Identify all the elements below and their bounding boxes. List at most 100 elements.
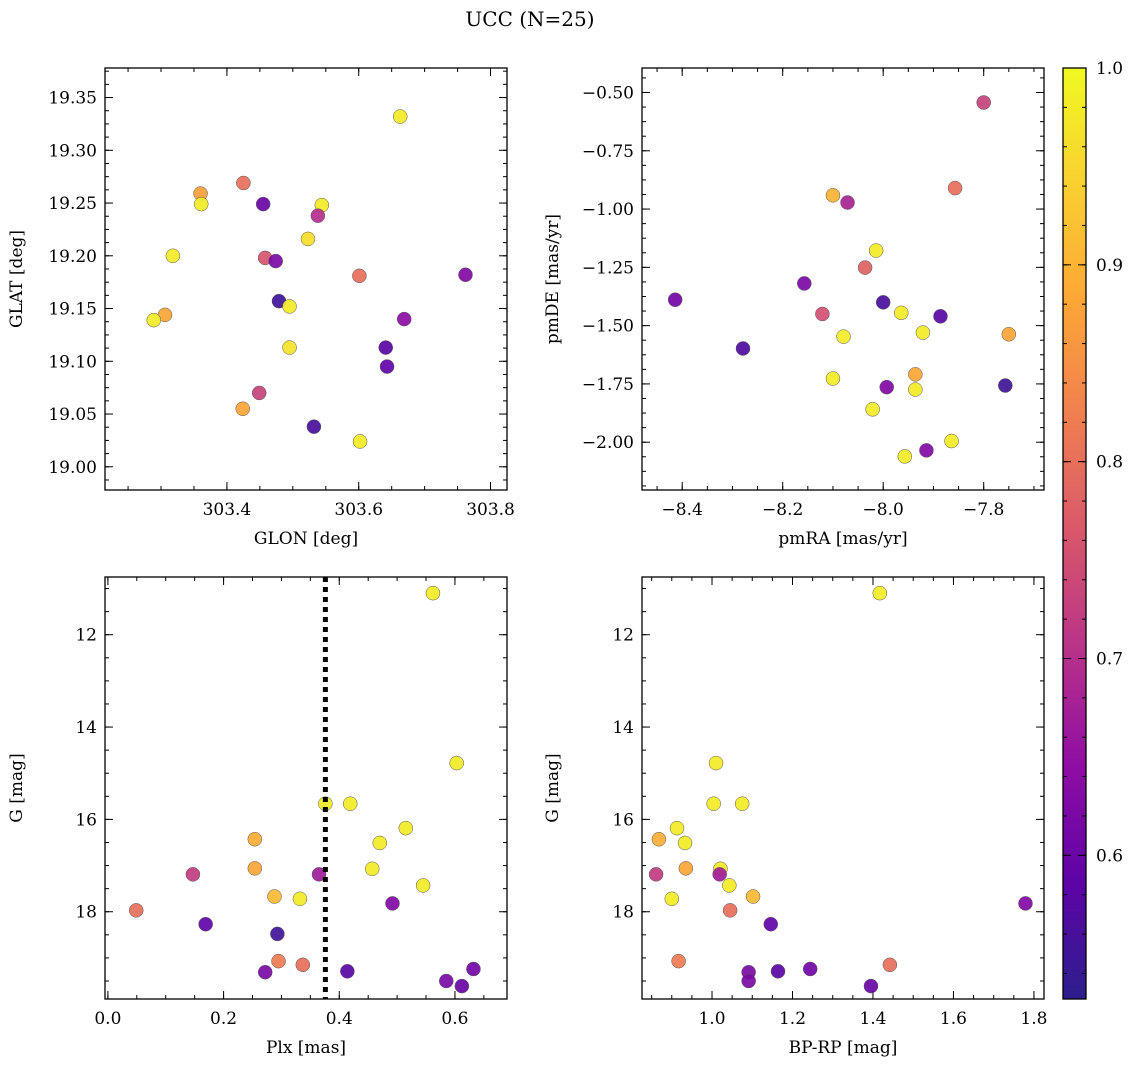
panel-plx-g: 0.0 0.2 0.4 0.6 12 14 16 18 Plx [mas] G [mag] xyxy=(7,576,508,1058)
scatter-point xyxy=(193,196,209,212)
scatter-point xyxy=(372,835,387,851)
scatter-point xyxy=(165,248,181,264)
scatter-point xyxy=(306,419,322,434)
y-tick-label: −0.50 xyxy=(582,83,634,103)
scatter-point xyxy=(976,95,991,110)
scatter-point xyxy=(998,378,1013,393)
scatter-point xyxy=(1001,327,1017,342)
scatter-point xyxy=(300,231,316,247)
scatter-point xyxy=(247,861,263,876)
scatter-point xyxy=(651,831,667,847)
scatter-point xyxy=(310,208,326,223)
scatter-point xyxy=(268,253,283,269)
scatter-point xyxy=(270,926,285,942)
scatter-point xyxy=(745,889,761,904)
scatter-point xyxy=(378,340,393,355)
scatter-point xyxy=(875,295,891,310)
y-tick-label: 19.25 xyxy=(48,194,97,214)
colorbar-tick-label: 0.9 xyxy=(1096,256,1123,276)
x-tick-label: 1.8 xyxy=(1020,1009,1047,1029)
y-tick-label: 12 xyxy=(612,626,634,646)
scatter-point xyxy=(865,402,880,417)
y-tick-label: 18 xyxy=(75,903,97,923)
y-tick-label: 19.35 xyxy=(48,89,97,109)
scatter-point xyxy=(235,401,250,417)
scatter-point xyxy=(458,267,473,283)
scatter-point xyxy=(396,311,412,327)
colorbar-gradient xyxy=(1063,68,1086,999)
x-tick-label: 1.4 xyxy=(859,1009,886,1029)
scatter-point xyxy=(392,109,408,124)
scatter-point xyxy=(282,299,297,314)
scatter-point xyxy=(708,755,724,771)
scatter-point xyxy=(128,903,144,918)
figure-title: UCC (N=25) xyxy=(465,7,594,31)
x-tick-label: 0.4 xyxy=(326,1009,353,1029)
scatter-point xyxy=(449,755,464,771)
scatter-point xyxy=(879,379,894,395)
scatter-point xyxy=(825,188,841,203)
scatter-point xyxy=(454,978,470,994)
scatter-point xyxy=(669,820,685,836)
colorbar: 0.6 0.7 0.8 0.9 1.0 xyxy=(1062,59,1123,1000)
x-tick-label: 303.4 xyxy=(203,500,252,520)
x-tick-label: −8.4 xyxy=(662,500,703,520)
scatter-points xyxy=(648,585,1033,994)
scatter-point xyxy=(857,260,873,275)
scatter-point xyxy=(706,796,721,811)
x-tick-label: 1.2 xyxy=(779,1009,806,1029)
y-tick-label: −2.00 xyxy=(582,433,634,453)
panel-pmra-pmde: −8.4 −8.2 −8.0 −7.8 −2.00 −1.75 −1.50 −1.25 −1.0… xyxy=(543,67,1045,549)
axis-ticks xyxy=(105,577,507,999)
scatter-point xyxy=(840,195,855,210)
y-tick-label: 14 xyxy=(612,718,634,738)
scatter-point xyxy=(1018,896,1033,911)
scatter-points xyxy=(667,95,1017,464)
scatter-point xyxy=(868,243,884,258)
scatter-point xyxy=(311,867,327,882)
x-tick-label: 303.6 xyxy=(334,500,383,520)
scatter-point xyxy=(667,292,683,308)
y-axis-label: G [mag] xyxy=(543,753,563,822)
axis-ticks xyxy=(642,68,1044,490)
y-tick-label: −1.50 xyxy=(582,317,634,337)
scatter-point xyxy=(882,957,898,973)
scatter-point xyxy=(236,175,251,191)
y-tick-label: 19.10 xyxy=(48,352,97,372)
x-axis-label: Plx [mas] xyxy=(266,1038,346,1058)
x-tick-label: −7.8 xyxy=(963,500,1004,520)
scatter-point xyxy=(815,306,830,322)
colorbar-tick-label: 0.7 xyxy=(1096,649,1123,669)
scatter-point xyxy=(722,903,738,918)
scatter-point xyxy=(385,896,400,911)
scatter-point xyxy=(439,973,454,989)
y-tick-label: 19.30 xyxy=(48,141,97,161)
scatter-point xyxy=(185,867,201,882)
scatter-point xyxy=(836,329,851,344)
scatter-point xyxy=(352,268,367,284)
scatter-point xyxy=(415,878,431,893)
scatter-point xyxy=(398,820,414,836)
scatter-points xyxy=(128,585,481,994)
y-tick-label: −1.00 xyxy=(582,200,634,220)
x-tick-label: −8.2 xyxy=(762,500,803,520)
x-tick-label: 0.0 xyxy=(94,1009,121,1029)
y-tick-label: −1.75 xyxy=(582,375,634,395)
scatter-point xyxy=(712,867,727,882)
x-tick-label: 1.6 xyxy=(940,1009,967,1029)
colorbar-tick-label: 0.8 xyxy=(1096,453,1123,473)
scatter-point xyxy=(292,891,308,907)
scatter-point xyxy=(677,835,693,851)
colorbar-tick-label: 0.6 xyxy=(1096,846,1123,866)
scatter-point xyxy=(364,861,380,877)
x-axis-label: BP-RP [mag] xyxy=(789,1038,898,1058)
scatter-point xyxy=(255,196,271,212)
scatter-point xyxy=(247,831,263,847)
y-tick-label: 19.00 xyxy=(48,458,97,478)
y-axis-label: pmDE [mas/yr] xyxy=(543,214,563,344)
y-tick-label: 12 xyxy=(75,626,97,646)
scatter-point xyxy=(947,180,963,196)
scatter-point xyxy=(825,371,841,386)
y-tick-label: −0.75 xyxy=(582,142,634,162)
